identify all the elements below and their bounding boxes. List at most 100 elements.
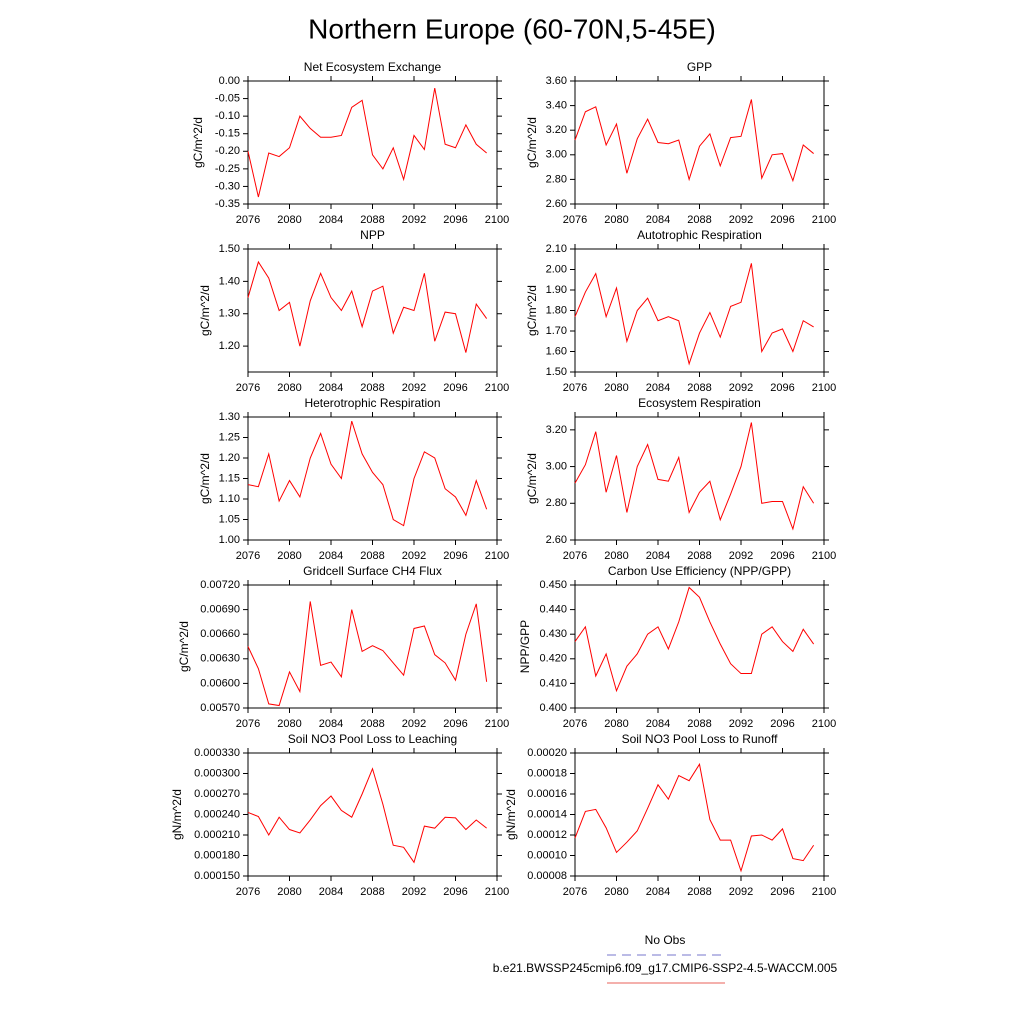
y-tick-label: 0.450 [539,579,567,591]
x-tick-label: 2084 [646,886,670,898]
plot-frame [574,584,825,709]
x-tick-label: 2092 [729,886,753,898]
x-tick-label: 2080 [604,214,628,226]
y-tick-label: 1.60 [546,345,567,357]
x-tick-label: 2084 [319,214,343,226]
x-tick-label: 2092 [402,214,426,226]
x-tick-label: 2100 [485,382,509,394]
y-tick-label: 1.00 [219,534,240,546]
y-tick-label: 3.20 [546,424,567,436]
x-tick-label: 2084 [319,718,343,730]
y-tick-label: -0.15 [215,128,240,140]
x-tick-label: 2076 [236,886,260,898]
x-tick-label: 2100 [485,214,509,226]
data-line [574,762,815,873]
y-tick-label: 1.15 [219,472,240,484]
x-tick-label: 2092 [402,886,426,898]
data-line [247,420,488,527]
y-tick-label: 1.40 [219,275,240,287]
x-tick-label: 2084 [319,382,343,394]
x-tick-label: 2096 [770,550,794,562]
y-tick-label: 0.440 [539,604,567,616]
y-tick-label: 0.000210 [194,829,240,841]
x-tick-label: 2092 [729,550,753,562]
x-tick-label: 2080 [277,214,301,226]
x-tick-label: 2088 [360,214,384,226]
x-tick-label: 2076 [236,718,260,730]
x-tick-label: 2080 [277,718,301,730]
y-axis-label: gC/m^2/d [198,453,212,504]
y-axis-label: gC/m^2/d [525,117,539,168]
y-tick-label: 0.00600 [200,677,240,689]
y-tick-label: 0.000150 [194,870,240,882]
x-tick-label: 2088 [360,886,384,898]
y-tick-label: 2.80 [546,173,567,185]
x-tick-label: 2092 [729,214,753,226]
y-tick-label: 1.50 [546,366,567,378]
y-axis-label: gN/m^2/d [504,789,518,840]
x-tick-label: 2100 [812,718,836,730]
x-tick-label: 2076 [563,718,587,730]
panel-title: NPP [360,228,385,242]
x-tick-label: 2084 [646,382,670,394]
x-tick-label: 2088 [360,382,384,394]
y-tick-label: 2.60 [546,198,567,210]
y-tick-label: 1.50 [219,243,240,255]
y-axis-label: NPP/GPP [518,620,532,673]
x-tick-label: 2076 [236,214,260,226]
x-tick-label: 2100 [812,382,836,394]
y-tick-label: 3.60 [546,75,567,87]
x-tick-label: 2084 [646,550,670,562]
y-axis-label: gC/m^2/d [525,285,539,336]
y-tick-label: 0.00570 [200,702,240,714]
y-tick-label: 0.000330 [194,747,240,759]
x-tick-label: 2088 [687,382,711,394]
y-tick-label: 0.00 [219,75,240,87]
y-tick-label: 3.00 [546,460,567,472]
x-tick-label: 2096 [770,214,794,226]
panel-title: GPP [687,60,712,74]
x-tick-label: 2096 [443,550,467,562]
plot-frame [247,584,498,709]
y-axis-label: gC/m^2/d [191,117,205,168]
y-tick-label: -0.20 [215,145,240,157]
x-tick-label: 2100 [485,718,509,730]
data-line [247,260,488,353]
y-tick-label: 2.60 [546,534,567,546]
y-tick-label: 2.10 [546,243,567,255]
y-tick-label: 0.00014 [527,808,567,820]
plot-frame [574,416,825,541]
x-tick-label: 2096 [443,718,467,730]
y-tick-label: 0.00010 [527,849,567,861]
y-tick-label: 0.00012 [527,829,567,841]
plot-frame [247,752,498,877]
data-line [574,99,814,183]
y-tick-label: 1.20 [219,340,240,352]
x-tick-label: 2076 [236,382,260,394]
y-axis-label: gC/m^2/d [198,285,212,336]
y-tick-label: -0.10 [215,110,240,122]
y-tick-label: 0.000270 [194,788,240,800]
plot-frame [247,248,498,373]
y-tick-label: 0.00690 [200,604,240,616]
y-tick-label: 1.05 [219,513,240,525]
y-tick-label: 3.00 [546,149,567,161]
x-tick-label: 2092 [729,382,753,394]
x-tick-label: 2084 [646,214,670,226]
x-tick-label: 2096 [770,886,794,898]
x-tick-label: 2100 [812,550,836,562]
panel-title: Soil NO3 Pool Loss to Leaching [288,732,457,746]
y-tick-label: 1.80 [546,304,567,316]
y-tick-label: 1.10 [219,493,240,505]
plot-frame [247,416,498,541]
x-tick-label: 2096 [443,886,467,898]
panel-title: Autotrophic Respiration [637,228,762,242]
x-tick-label: 2080 [604,886,628,898]
y-tick-label: -0.30 [215,180,240,192]
x-tick-label: 2076 [563,550,587,562]
y-tick-label: 0.00630 [200,653,240,665]
plot-frame [574,752,825,877]
panel-title: Carbon Use Efficiency (NPP/GPP) [608,564,791,578]
x-tick-label: 2080 [604,718,628,730]
y-tick-label: 0.400 [539,702,567,714]
